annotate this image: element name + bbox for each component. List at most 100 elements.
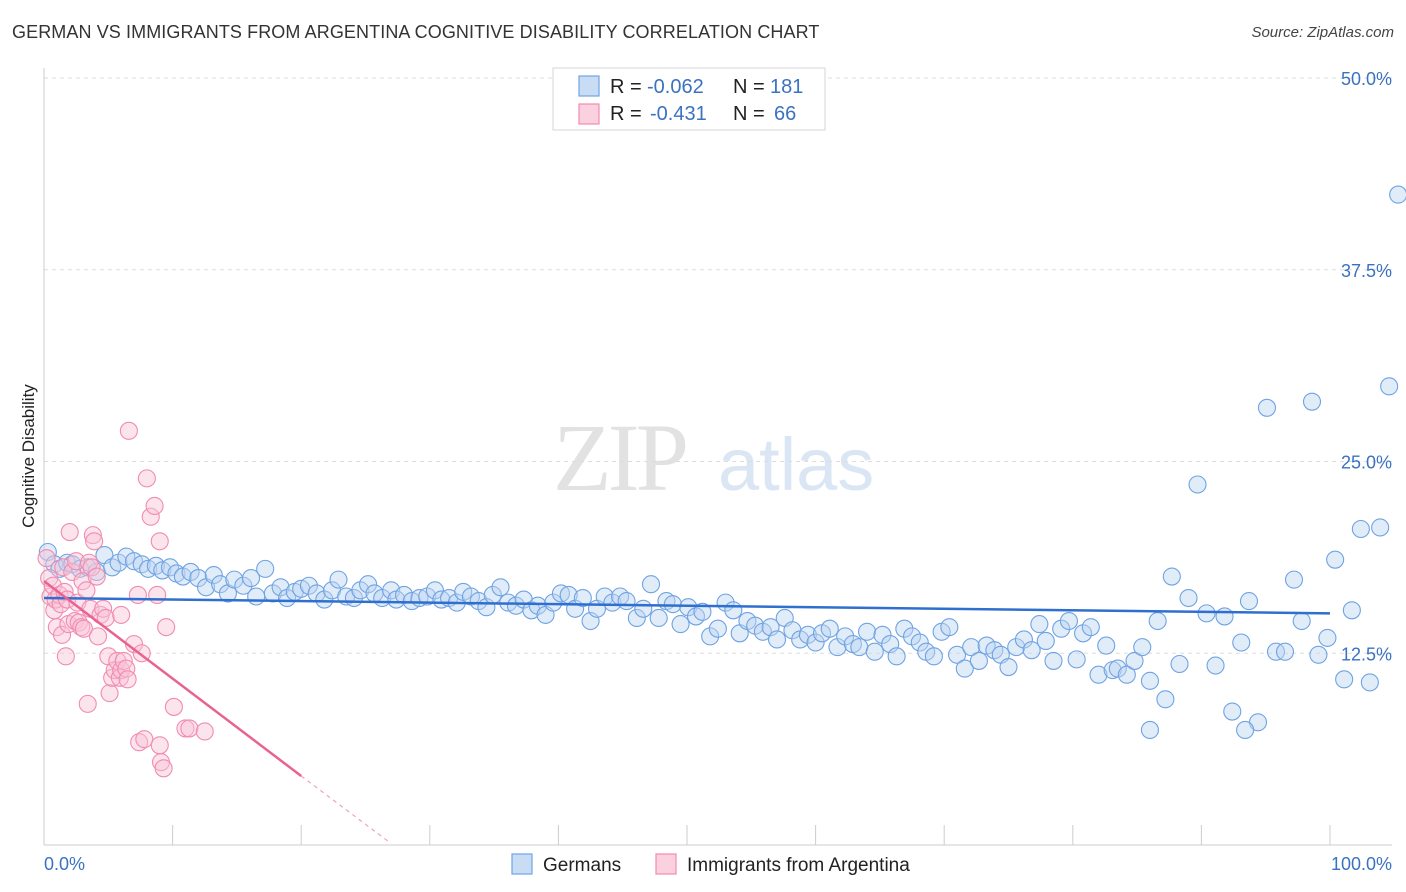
germans-trend-line (43, 596, 1331, 615)
german-point (895, 619, 914, 638)
german-point (573, 588, 592, 608)
watermark-atlas: atlas (718, 423, 874, 506)
y-tick-label: 25.0% (1341, 453, 1392, 473)
german-point (103, 558, 122, 577)
german-point (1044, 651, 1063, 670)
german-point (1342, 601, 1361, 620)
legend-n-value-2: 66 (774, 103, 796, 125)
german-point (873, 625, 892, 644)
legend-r-label-1: R = (610, 76, 642, 98)
german-point (1239, 592, 1259, 611)
german-point (204, 565, 223, 585)
bottom-legend-label-argentina: Immigrants from Argentina (687, 855, 910, 876)
german-point (857, 622, 877, 641)
german-point (1036, 631, 1055, 651)
german-point (1148, 611, 1167, 631)
argentina-point (85, 532, 104, 551)
german-point (865, 642, 884, 661)
german-point (1007, 638, 1026, 657)
german-point (910, 633, 929, 652)
german-point (315, 590, 334, 609)
german-point (634, 599, 653, 618)
german-point (820, 619, 839, 638)
x-tick-label-max: 100.0% (1331, 854, 1392, 874)
german-point (299, 576, 318, 595)
german-point (1197, 604, 1216, 623)
x-axis-ticks (172, 825, 1331, 845)
german-point (1360, 673, 1379, 692)
german-point (544, 593, 563, 612)
german-point (241, 569, 261, 588)
german-point (924, 647, 943, 666)
legend-n-label-1: N = (733, 76, 765, 98)
argentina-point (164, 697, 183, 716)
german-point (836, 627, 855, 646)
german-point (1156, 690, 1175, 709)
german-point (962, 638, 981, 657)
bottom-legend-swatch-germans (511, 853, 533, 875)
german-point (701, 627, 720, 646)
argentina-point (112, 605, 131, 624)
legend-swatch-argentina (578, 103, 600, 125)
german-point (1140, 671, 1160, 690)
german-point (1302, 392, 1322, 411)
german-point (671, 615, 690, 634)
german-point (1170, 654, 1189, 674)
german-point (329, 570, 348, 589)
german-point (1133, 638, 1152, 657)
german-point (491, 578, 510, 597)
german-point (693, 602, 712, 621)
german-point (1188, 475, 1207, 494)
german-point (887, 647, 906, 666)
argentina-point (157, 618, 176, 637)
argentina-point (100, 684, 119, 703)
german-point (425, 581, 444, 600)
watermark-zip: ZIP (553, 404, 686, 511)
german-point (940, 618, 959, 637)
german-point (1117, 665, 1136, 684)
german-point (247, 587, 266, 606)
german-point (189, 569, 208, 588)
argentina-point (128, 585, 147, 605)
german-point (359, 575, 378, 594)
y-tick-label: 37.5% (1341, 261, 1392, 281)
bottom-legend-label-germans: Germans (543, 855, 621, 876)
german-point (256, 559, 275, 578)
argentina-point (145, 496, 164, 516)
german-point (641, 575, 661, 594)
german-point (724, 601, 743, 620)
argentina-trend-extension (300, 775, 391, 844)
x-tick-label-min: 0.0% (44, 854, 85, 874)
argentina-point (141, 507, 160, 526)
german-point (1389, 185, 1406, 204)
argentina-point (180, 719, 199, 738)
german-point (132, 555, 151, 574)
german-point (617, 592, 636, 611)
german-point (1215, 607, 1234, 626)
argentina-point (137, 469, 156, 488)
argentina-point (176, 719, 195, 738)
german-point (767, 630, 787, 649)
german-point (649, 608, 668, 628)
argentina-point (195, 722, 214, 741)
trend-lines (43, 580, 1331, 844)
bottom-legend-swatch-argentina (655, 853, 677, 875)
argentina-point (148, 585, 167, 605)
argentina-point (63, 562, 82, 581)
german-point (1335, 670, 1354, 689)
argentina-point (74, 619, 93, 638)
argentina-point (150, 736, 169, 755)
german-point (627, 608, 646, 628)
german-point (1351, 519, 1370, 539)
german-point (1206, 656, 1225, 675)
german-point (686, 607, 706, 626)
argentina-point (52, 625, 72, 644)
german-point (1125, 651, 1144, 670)
german-point (1371, 518, 1390, 537)
german-point (955, 659, 974, 678)
german-point (1380, 377, 1399, 396)
argentina-point (37, 549, 56, 568)
german-point (1162, 567, 1181, 586)
argentina-point (60, 523, 79, 542)
correlation-legend: R = -0.062 N = 181 R = -0.431 N = 66 (552, 67, 826, 131)
